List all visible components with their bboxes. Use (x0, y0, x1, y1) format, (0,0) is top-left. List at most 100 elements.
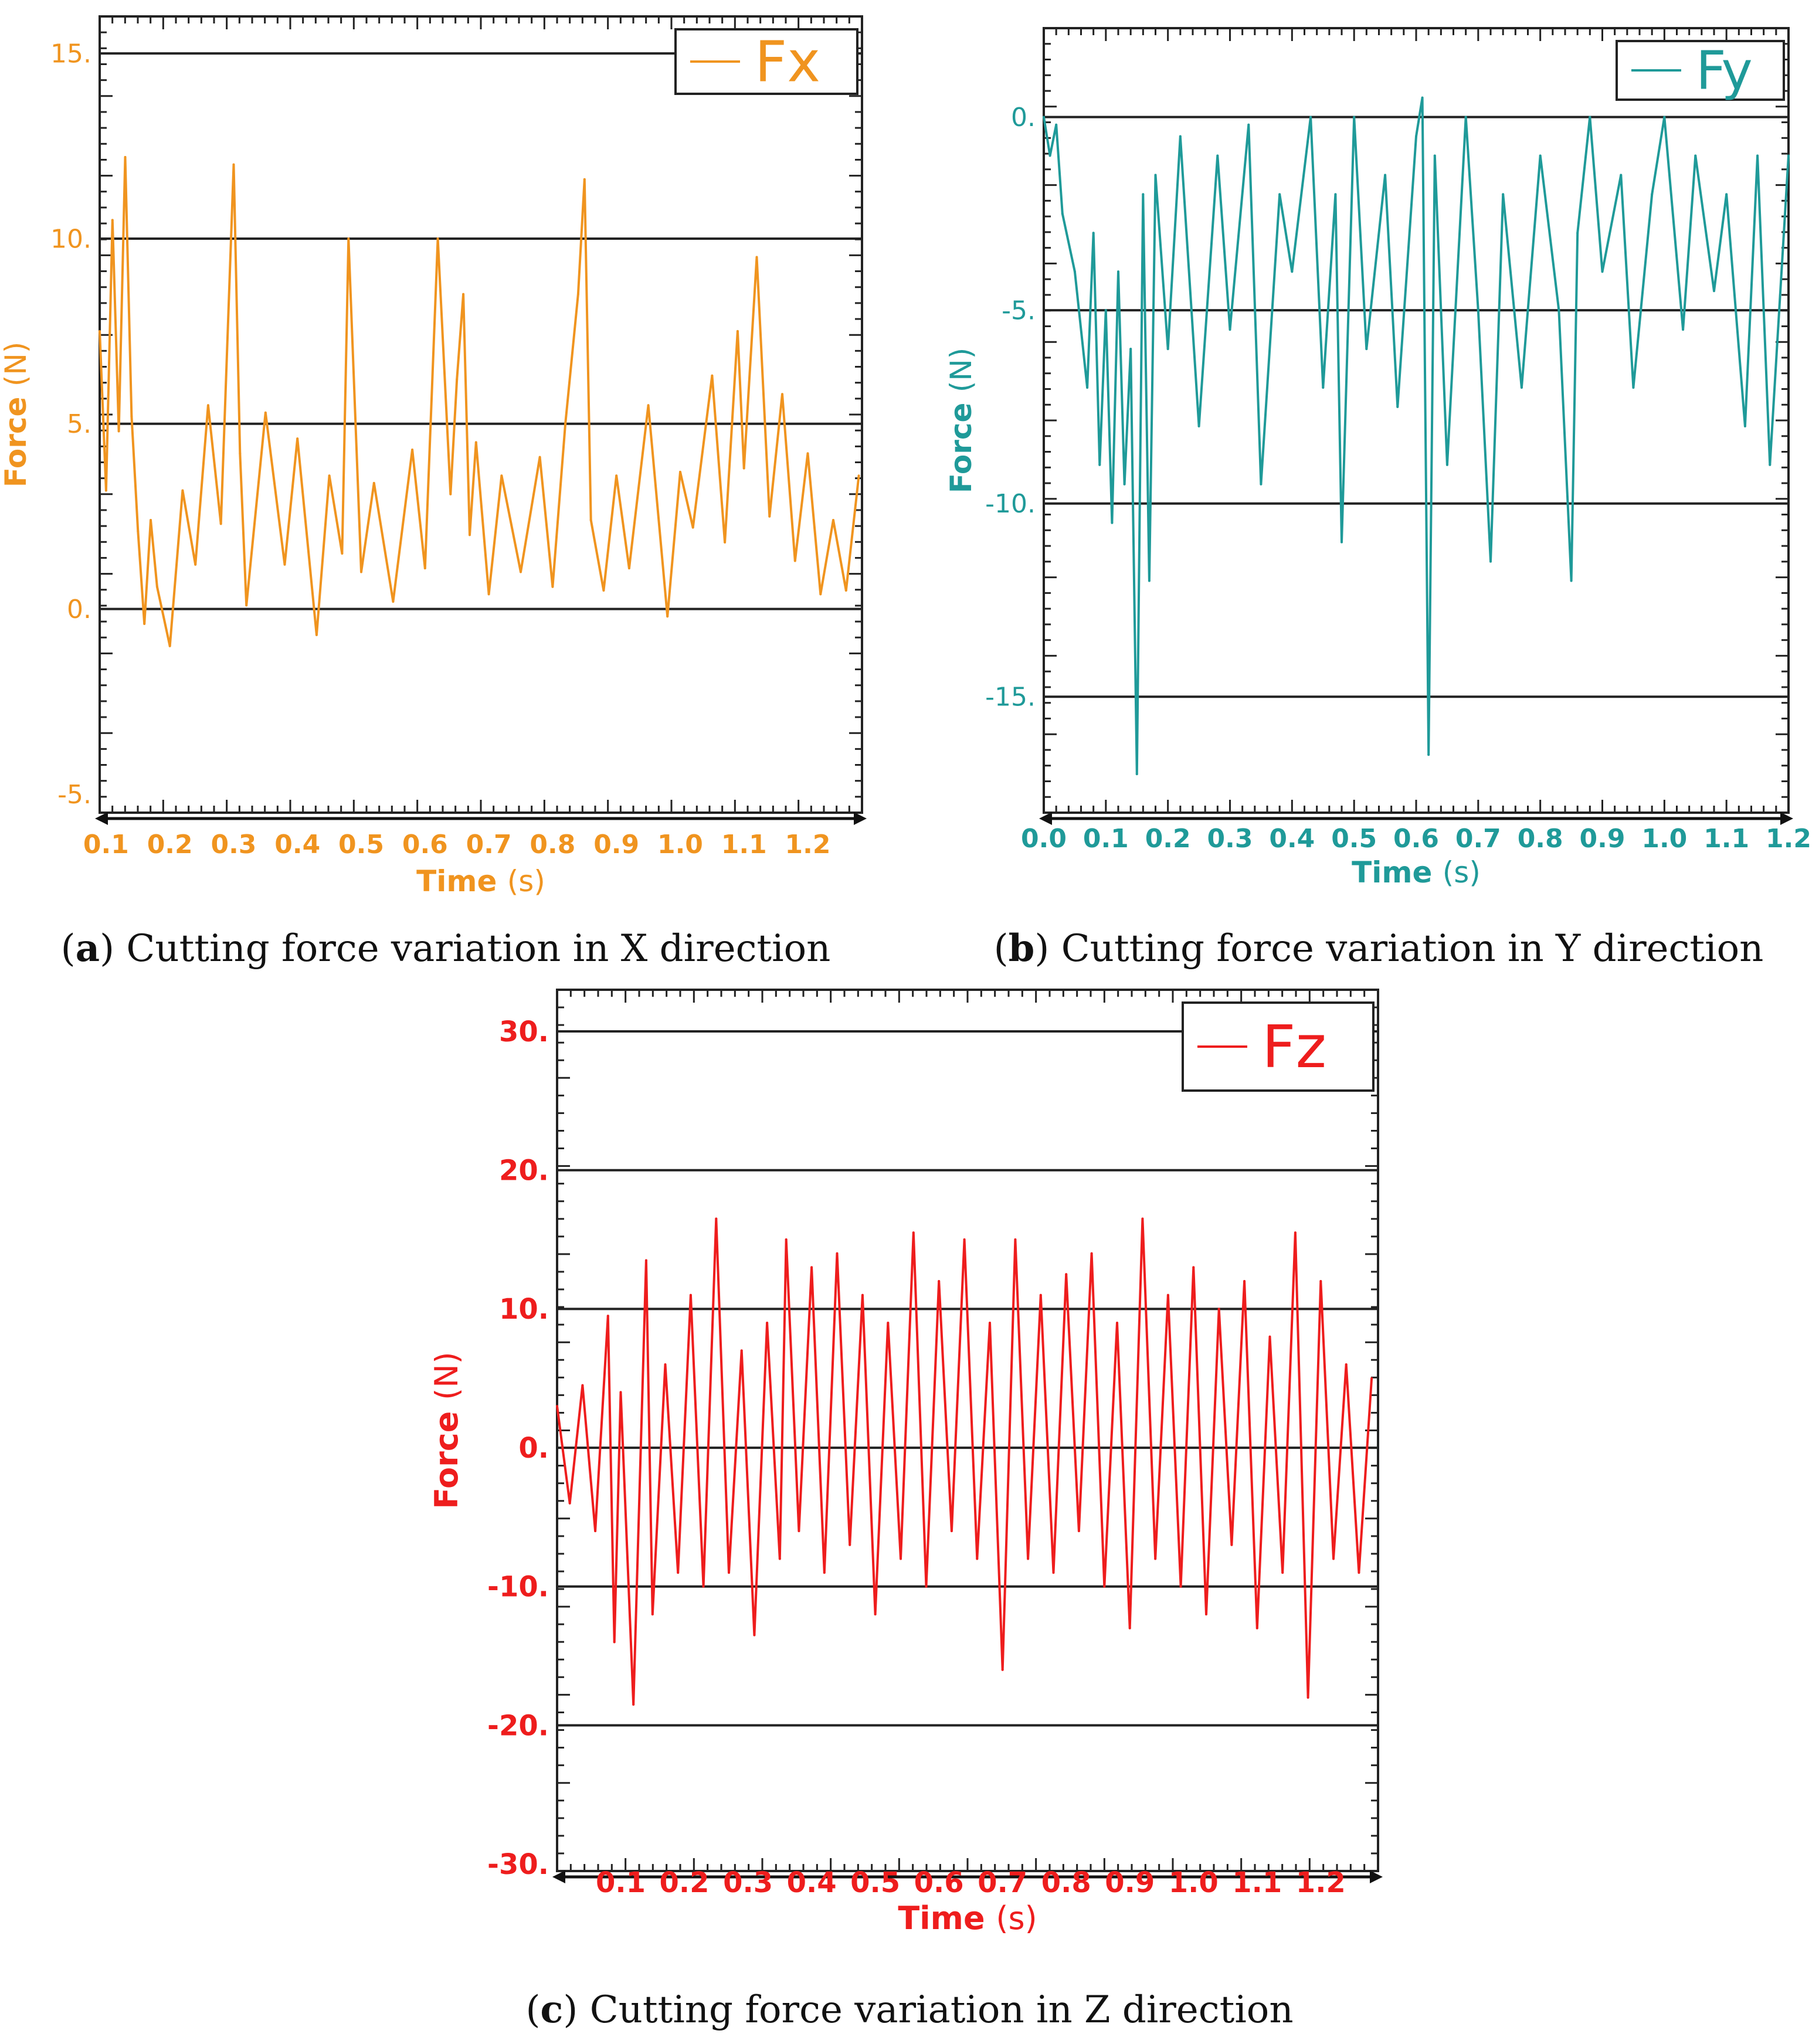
minor-ticks (1043, 27, 1790, 814)
data-point (1489, 560, 1492, 563)
data-point (181, 489, 184, 492)
data-point (810, 1266, 813, 1269)
legend-label: Fy (1696, 40, 1753, 102)
data-point (1309, 116, 1312, 118)
data-point (143, 622, 146, 625)
data-point (887, 1322, 890, 1325)
data-point (519, 571, 522, 573)
x-tick-label: 0.2 (1145, 824, 1191, 854)
y-tick-label: -10. (985, 489, 1036, 519)
data-point (1027, 1557, 1030, 1560)
data-point (487, 593, 490, 596)
x-tick-label: 0.1 (596, 1866, 646, 1899)
data-point (1135, 773, 1138, 776)
y-axis-unit: (N) (944, 348, 978, 392)
data-point (117, 430, 120, 433)
y-tick-label: 30. (499, 1016, 549, 1048)
data-point (632, 1703, 635, 1706)
data-point (1396, 405, 1399, 408)
x-tick-label: 1.1 (1703, 824, 1749, 854)
data-point (341, 552, 344, 555)
data-point (232, 163, 235, 166)
x-axis-arrow-left (1039, 812, 1052, 825)
x-axis-arrow-left (95, 812, 108, 825)
plot-frame (556, 989, 1379, 1872)
x-tick-label: 0.4 (1269, 824, 1315, 854)
data-point (938, 1280, 941, 1283)
data-point (1682, 328, 1685, 331)
data-point (925, 1585, 928, 1588)
data-point (564, 422, 567, 425)
data-point (1243, 1280, 1246, 1283)
x-axis-arrow-right (854, 812, 867, 825)
data-point (753, 1634, 756, 1636)
x-tick-label: 0.6 (402, 830, 448, 860)
data-point (766, 1322, 769, 1325)
data-point (1520, 386, 1523, 389)
data-point (647, 404, 650, 407)
data-point (474, 441, 477, 444)
y-tick-label: 0. (518, 1432, 549, 1465)
data-point (589, 519, 592, 522)
data-point (239, 452, 242, 455)
data-point (124, 156, 127, 159)
data-point (1128, 1627, 1131, 1629)
data-point (1204, 1613, 1207, 1616)
caption-a: (a) Cutting force variation in X directi… (60, 926, 831, 970)
data-point (500, 474, 503, 477)
data-point (691, 526, 694, 529)
data-point (740, 1349, 743, 1352)
data-point (449, 493, 452, 495)
fx-chart: -5. 0. 5. 10. 15. 0.1 0.2 0.3 0.4 0.5 0.6 0.7 0.8 0.9… (0, 15, 867, 898)
data-point (1539, 154, 1542, 157)
data-point (1052, 1571, 1055, 1574)
data-point (1341, 541, 1343, 544)
data-point (296, 437, 299, 440)
data-point (1713, 290, 1715, 293)
data-point (1166, 348, 1169, 351)
x-tick-label: 1.0 (657, 830, 703, 860)
minor-ticks (99, 15, 863, 814)
x-tick-label: 1.1 (1232, 1866, 1282, 1899)
data-point (778, 1557, 781, 1560)
data-point (1589, 116, 1591, 118)
data-point (900, 1557, 902, 1560)
data-point (462, 293, 465, 296)
data-point (1421, 96, 1424, 99)
legend-label: Fz (1262, 1013, 1326, 1081)
minor-ticks (556, 989, 1379, 1872)
data-point (619, 1391, 622, 1394)
data-point (1001, 1668, 1004, 1671)
data-point (538, 456, 541, 459)
data-point (264, 411, 267, 414)
data-point (556, 1405, 558, 1408)
data-point (742, 467, 745, 470)
data-point (832, 519, 835, 522)
x-tick-label: 0.7 (978, 1866, 1027, 1899)
data-point (1769, 463, 1772, 466)
data-point (1197, 425, 1200, 427)
data-point (1756, 154, 1759, 157)
data-point (1073, 270, 1076, 273)
data-point (1334, 193, 1337, 196)
data-point (844, 589, 847, 592)
data-point (874, 1613, 877, 1616)
data-point (155, 585, 158, 588)
data-point (711, 374, 714, 377)
data-point (836, 1252, 839, 1255)
data-point (1502, 193, 1505, 196)
data-point (785, 1238, 788, 1241)
data-point (1278, 193, 1281, 196)
data-point (99, 330, 101, 332)
x-tick-label: 0.4 (787, 1866, 837, 1899)
x-axis-arrow-right (1780, 812, 1793, 825)
data-point (1092, 232, 1095, 235)
data-point (283, 563, 286, 566)
plot-frame (99, 15, 863, 814)
data-point (793, 559, 796, 562)
y-tick-label: 5. (67, 409, 91, 439)
data-point (1228, 328, 1231, 331)
data-point (678, 470, 681, 473)
x-tick-label: 1.2 (1766, 824, 1811, 854)
data-point (1154, 1557, 1157, 1560)
